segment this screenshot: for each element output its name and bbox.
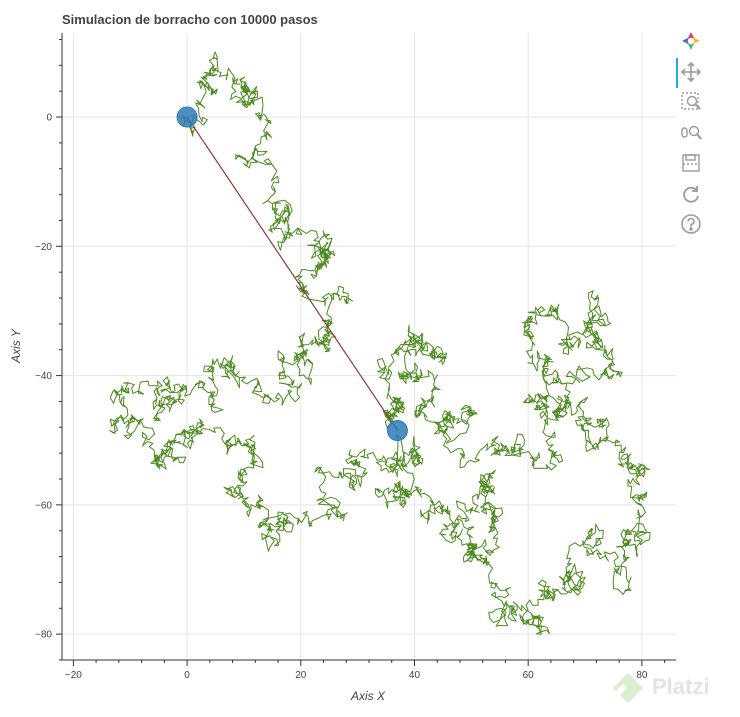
- wheel-zoom-tool-icon[interactable]: [680, 122, 702, 144]
- walk-series: [109, 51, 651, 635]
- end-marker: [386, 420, 408, 442]
- active-tool-indicator: [676, 58, 678, 88]
- chart-title: Simulacion de borracho con 10000 pasos: [62, 12, 318, 27]
- walk-path: [109, 51, 651, 635]
- box-zoom-tool-icon[interactable]: [680, 91, 702, 113]
- y-tick-label: −60: [35, 500, 52, 511]
- start-end-connector: [186, 116, 398, 431]
- x-tick-label: 80: [636, 670, 648, 681]
- save-tool-icon[interactable]: [680, 152, 702, 174]
- help-tool-icon[interactable]: [680, 213, 702, 235]
- y-tick-label: −20: [35, 242, 52, 253]
- x-tick-label: 0: [184, 670, 190, 681]
- marker-layer: [176, 106, 408, 442]
- x-tick-label: 60: [523, 670, 535, 681]
- x-tick-label: 20: [295, 670, 307, 681]
- y-axis: 0 −20 −40 −60 −80: [35, 38, 62, 661]
- y-tick-label: 0: [46, 113, 52, 124]
- platzi-logo-icon: [613, 673, 643, 703]
- x-tick-label: 40: [409, 670, 421, 681]
- y-tick-label: −40: [35, 371, 52, 382]
- pan-tool-icon[interactable]: [680, 61, 702, 83]
- y-tick-label: −80: [35, 630, 52, 641]
- grid-lines: [62, 33, 676, 660]
- y-axis-label: Axis Y: [9, 328, 23, 364]
- x-axis-label: Axis X: [350, 689, 386, 703]
- platzi-watermark: Platzi: [610, 670, 730, 710]
- bokeh-logo-icon[interactable]: [680, 30, 702, 52]
- x-axis: −20 0 20 40 60 80: [65, 660, 666, 681]
- connector-layer: [186, 116, 398, 431]
- watermark-text: Platzi: [652, 674, 710, 699]
- reset-tool-icon[interactable]: [680, 183, 702, 205]
- x-tick-label: −20: [65, 670, 82, 681]
- start-marker: [176, 106, 198, 128]
- plot-frame: [61, 33, 676, 661]
